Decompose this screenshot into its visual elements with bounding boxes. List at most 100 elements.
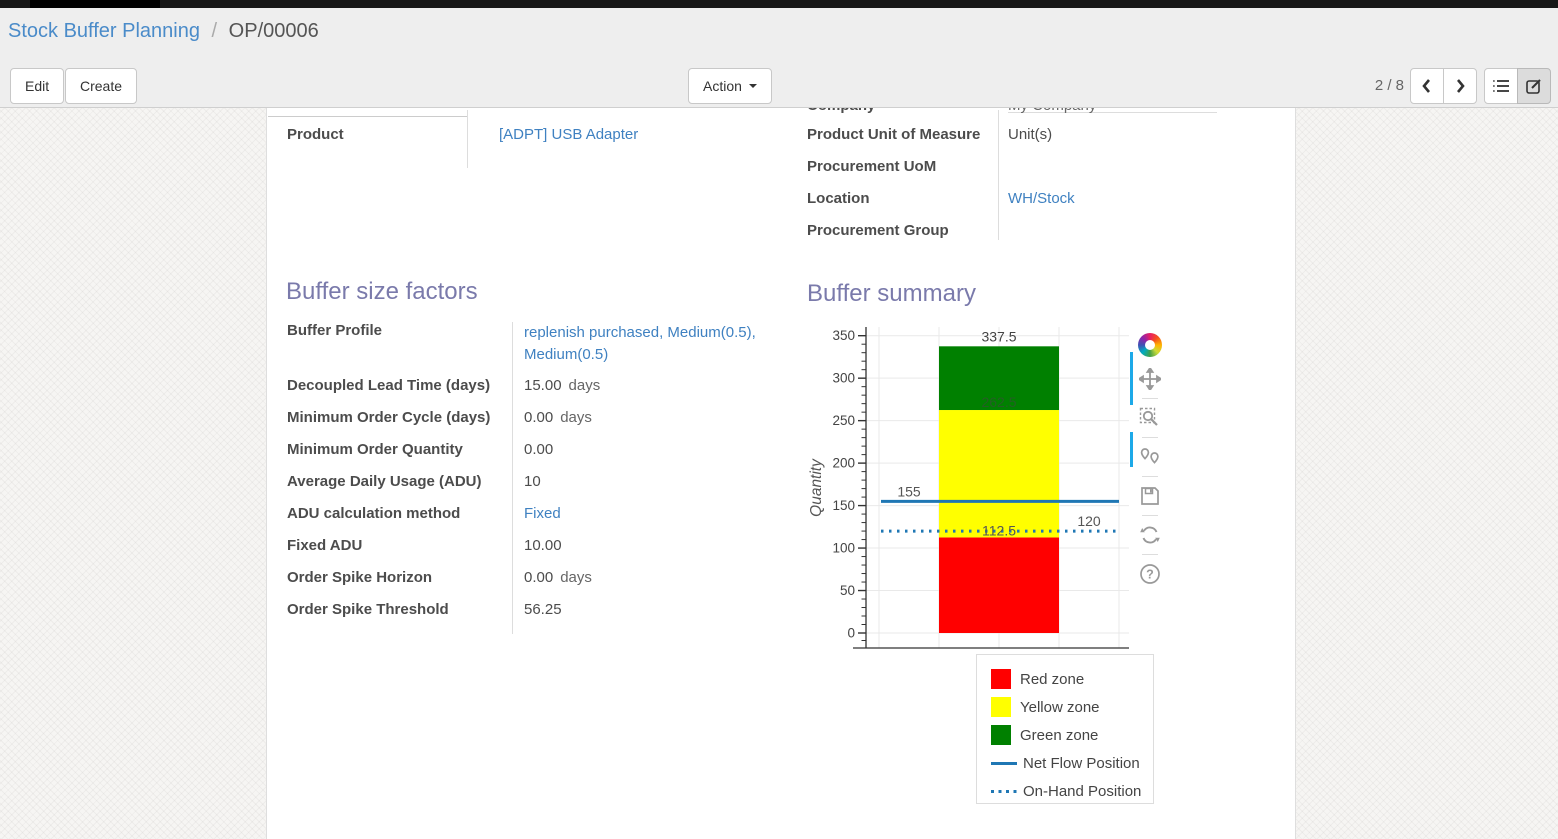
map-pins-icon xyxy=(1140,448,1159,464)
pager-counter: 2 / 8 xyxy=(1374,77,1404,94)
chart-modebar: ? xyxy=(1135,328,1165,591)
legend-swatch-green xyxy=(991,725,1011,745)
legend-label: Yellow zone xyxy=(1020,698,1100,716)
field-label: Decoupled Lead Time (days) xyxy=(287,377,491,394)
svg-text:155: 155 xyxy=(897,483,921,499)
left-field-group: Product [ADPT] USB Adapter xyxy=(287,126,727,158)
control-panel: Stock Buffer Planning / OP/00006 Edit Cr… xyxy=(0,8,1558,108)
reset-axes-button[interactable] xyxy=(1138,523,1162,547)
field-row: Procurement UoM xyxy=(807,158,1227,190)
field-row: Location WH/Stock xyxy=(807,190,1227,222)
buffer-summary-title: Buffer summary xyxy=(807,280,976,307)
svg-text:0: 0 xyxy=(847,626,855,641)
svg-text:120: 120 xyxy=(1077,513,1101,529)
svg-text:350: 350 xyxy=(832,328,855,343)
svg-text:112.5: 112.5 xyxy=(982,522,1016,538)
field-label: Order Spike Horizon xyxy=(287,569,433,586)
modebar-active-indicator xyxy=(1130,352,1133,405)
action-dropdown-button[interactable]: Action xyxy=(688,68,772,104)
plotly-logo-icon xyxy=(1138,333,1162,357)
legend-label: Green zone xyxy=(1020,726,1099,744)
modebar-separator xyxy=(1142,476,1158,477)
clipped-row-border xyxy=(1008,112,1217,113)
view-switcher xyxy=(1484,68,1551,104)
list-view-icon xyxy=(1493,80,1509,92)
field-label: Average Daily Usage (ADU) xyxy=(287,473,482,490)
field-row: Order Spike Threshold 56.25 xyxy=(287,601,787,633)
svg-text:300: 300 xyxy=(832,371,855,386)
legend-dotted-line-swatch xyxy=(991,789,1017,793)
modebar-separator xyxy=(1142,554,1158,555)
form-view-button[interactable] xyxy=(1517,68,1551,104)
field-value: Unit(s) xyxy=(1008,126,1053,143)
field-value-link[interactable]: replenish purchased, Medium(0.5), Medium… xyxy=(524,324,756,363)
field-label: Buffer Profile xyxy=(287,322,383,339)
legend-item[interactable]: Red zone xyxy=(991,665,1153,693)
field-value-link[interactable]: WH/Stock xyxy=(1008,190,1075,207)
legend-label: Net Flow Position xyxy=(1023,754,1140,772)
svg-text:150: 150 xyxy=(832,498,855,513)
legend-item[interactable]: Yellow zone xyxy=(991,693,1153,721)
field-label: Product Unit of Measure xyxy=(807,126,981,143)
legend-label: Red zone xyxy=(1020,670,1085,688)
svg-text:200: 200 xyxy=(832,456,855,471)
legend-label: On-Hand Position xyxy=(1023,782,1142,800)
field-value-link[interactable]: Fixed xyxy=(524,505,561,522)
field-row: Procurement Group xyxy=(807,222,1227,254)
field-row: Minimum Order Quantity 0.00 xyxy=(287,441,787,473)
legend-item[interactable]: Green zone xyxy=(991,721,1153,749)
pan-button[interactable] xyxy=(1138,367,1162,391)
group-separator xyxy=(512,322,513,634)
save-disk-icon xyxy=(1141,487,1159,505)
field-label: Procurement Group xyxy=(807,222,949,239)
field-value: 0.00 xyxy=(524,409,554,426)
field-row: Fixed ADU 10.00 xyxy=(287,537,787,569)
field-value: 0.00 xyxy=(524,569,554,586)
field-label: ADU calculation method xyxy=(287,505,461,522)
clipped-row-border xyxy=(268,116,467,117)
breadcrumb-current: OP/00006 xyxy=(228,20,319,42)
next-page-button[interactable] xyxy=(1443,68,1477,104)
edit-button[interactable]: Edit xyxy=(10,68,65,104)
download-plot-button[interactable] xyxy=(1138,484,1162,508)
legend-swatch-yellow xyxy=(991,697,1011,717)
svg-text:50: 50 xyxy=(840,583,855,598)
field-value: 10 xyxy=(524,473,541,490)
chevron-right-icon xyxy=(1457,79,1465,93)
zoom-button[interactable] xyxy=(1138,406,1162,430)
compare-data-button[interactable] xyxy=(1138,445,1162,469)
field-value: 0.00 xyxy=(524,441,554,458)
field-row: Decoupled Lead Time (days) 15.00 days xyxy=(287,377,787,409)
list-view-button[interactable] xyxy=(1484,68,1518,104)
legend-item[interactable]: On-Hand Position xyxy=(991,777,1153,805)
question-mark-icon: ? xyxy=(1140,564,1160,584)
field-value-link[interactable]: [ADPT] USB Adapter xyxy=(499,126,639,143)
help-button[interactable]: ? xyxy=(1138,562,1162,586)
navbar-tab-fragment xyxy=(30,0,160,8)
form-view-background: Company My Company Product [ADPT] USB Ada… xyxy=(0,108,1558,839)
field-label: Fixed ADU xyxy=(287,537,363,554)
field-value: 56.25 xyxy=(524,601,562,618)
field-unit-suffix: days xyxy=(568,377,601,394)
legend-item[interactable]: Net Flow Position xyxy=(991,749,1153,777)
pager-buttons xyxy=(1410,68,1477,104)
field-value: 10.00 xyxy=(524,537,562,554)
field-row: Average Daily Usage (ADU) 10 xyxy=(287,473,787,505)
modebar-separator xyxy=(1142,515,1158,516)
field-row: Product [ADPT] USB Adapter xyxy=(287,126,727,158)
legend-line-swatch xyxy=(991,761,1017,765)
breadcrumb-parent-link[interactable]: Stock Buffer Planning xyxy=(8,20,200,42)
field-row: ADU calculation method Fixed xyxy=(287,505,787,537)
group-separator xyxy=(998,110,999,240)
field-label: Minimum Order Cycle (days) xyxy=(287,409,491,426)
field-label: Procurement UoM xyxy=(807,158,937,175)
chart-logo-button[interactable] xyxy=(1138,333,1162,357)
field-label: Product xyxy=(287,126,344,143)
group-separator xyxy=(467,110,468,168)
pan-icon xyxy=(1139,368,1161,390)
previous-page-button[interactable] xyxy=(1410,68,1444,104)
clipped-field-label: Company xyxy=(807,108,997,116)
create-button[interactable]: Create xyxy=(65,68,138,104)
svg-text:250: 250 xyxy=(832,413,855,428)
form-sheet: Company My Company Product [ADPT] USB Ada… xyxy=(266,108,1296,839)
